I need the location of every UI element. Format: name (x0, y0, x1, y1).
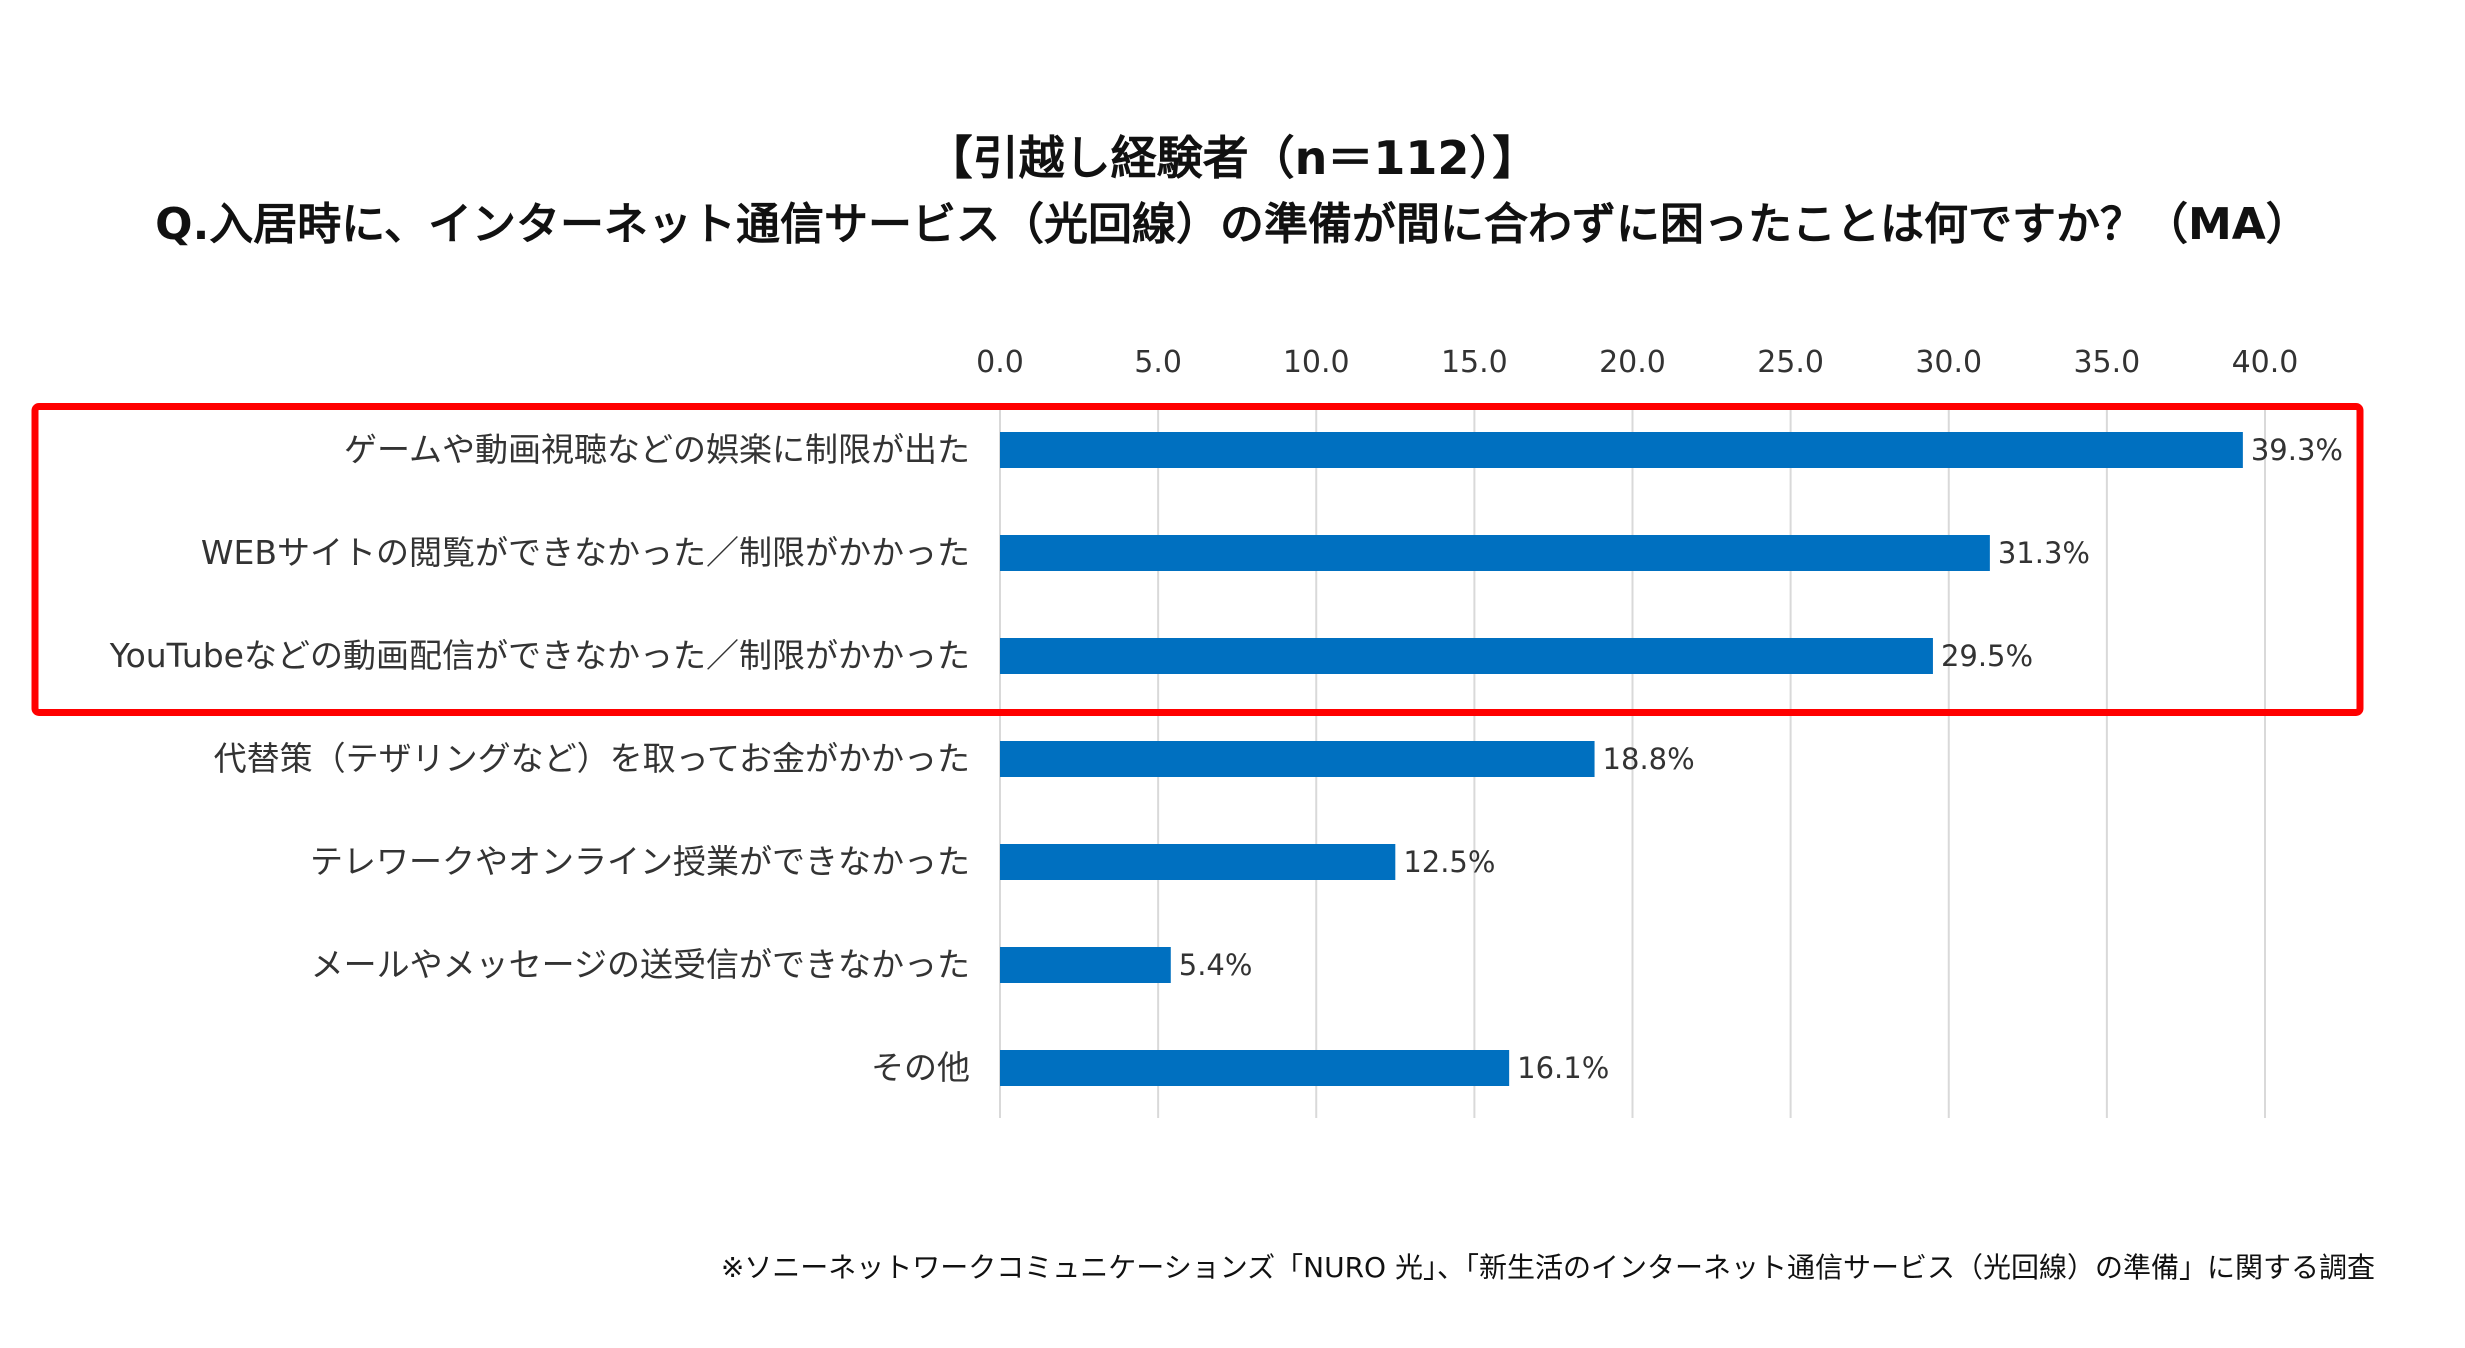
value-label: 5.4% (1179, 948, 1253, 982)
value-label: 12.5% (1403, 845, 1495, 879)
x-tick-label: 15.0 (1441, 345, 1508, 380)
x-tick-label: 0.0 (976, 345, 1024, 380)
value-label: 39.3% (2251, 433, 2343, 467)
bar (1000, 844, 1396, 880)
highlight-box (31, 403, 2364, 716)
category-label: テレワークやオンライン授業ができなかった (310, 842, 970, 881)
bar (1000, 1050, 1510, 1086)
x-tick-label: 10.0 (1283, 345, 1350, 380)
x-tick-label: 5.0 (1134, 345, 1182, 380)
value-label: 16.1% (1517, 1051, 1609, 1085)
chart-title: 【引越し経験者（n＝112）】 (926, 131, 1539, 185)
bar (1000, 535, 1990, 571)
category-label: メールやメッセージの送受信ができなかった (311, 945, 970, 984)
category-label: ゲームや動画視聴などの娯楽に制限が出た (344, 430, 970, 469)
value-label: 31.3% (1998, 536, 2090, 570)
category-label: YouTubeなどの動画配信ができなかった／制限がかかった (109, 636, 970, 675)
x-tick-label: 20.0 (1599, 345, 1666, 380)
x-tick-label: 40.0 (2232, 345, 2299, 380)
value-label: 18.8% (1603, 742, 1695, 776)
bar (1000, 432, 2243, 468)
x-tick-label: 25.0 (1757, 345, 1824, 380)
x-tick-label: 30.0 (1915, 345, 1982, 380)
footnote: ※ソニーネットワークコミュニケーションズ「NURO 光」、「新生活のインターネッ… (720, 1251, 2375, 1284)
x-tick-label: 35.0 (2073, 345, 2140, 380)
chart-subtitle: Q.入居時に、インターネット通信サービス（光回線）の準備が間に合わずに困ったこと… (155, 199, 2310, 250)
value-label: 29.5% (1941, 639, 2033, 673)
category-label: 代替策（テザリングなど）を取ってお金がかかった (214, 739, 970, 778)
category-label: WEBサイトの閲覧ができなかった／制限がかかった (201, 533, 970, 572)
bar (1000, 947, 1171, 983)
bar (1000, 638, 1933, 674)
category-label: その他 (871, 1048, 970, 1087)
bar (1000, 741, 1595, 777)
